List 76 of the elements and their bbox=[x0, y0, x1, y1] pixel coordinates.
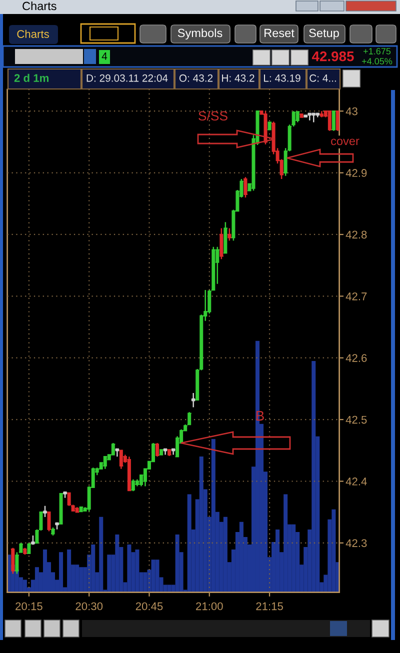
candlestick bbox=[162, 448, 168, 456]
y-tick-label: 42.9 bbox=[346, 169, 367, 177]
candlestick bbox=[114, 448, 120, 458]
candlestick bbox=[170, 448, 176, 456]
bar bbox=[155, 560, 160, 592]
candlestick bbox=[102, 456, 108, 470]
bar bbox=[175, 534, 180, 592]
candlestick bbox=[134, 478, 140, 487]
text: 4 bbox=[102, 52, 108, 60]
text: +4.05% bbox=[362, 58, 392, 64]
text: 42.985 bbox=[312, 51, 354, 62]
x-tick-label: 21:00 bbox=[196, 602, 223, 610]
bar bbox=[59, 552, 64, 592]
bar bbox=[75, 564, 80, 592]
x-tick-label: 20:15 bbox=[16, 602, 42, 610]
candlestick bbox=[302, 114, 308, 118]
x-tick-label: 20:45 bbox=[136, 602, 163, 610]
candlestick bbox=[54, 522, 60, 530]
bar bbox=[22, 580, 27, 592]
bar bbox=[211, 438, 216, 592]
y-tick-label: 42.6 bbox=[346, 354, 367, 362]
candlestick bbox=[226, 228, 232, 242]
bar bbox=[99, 516, 104, 592]
text: L: 43.19 bbox=[264, 74, 300, 82]
candlestick bbox=[319, 110, 324, 118]
y-tick-label: 42.5 bbox=[346, 416, 367, 424]
candlestick bbox=[50, 526, 56, 536]
candlestick bbox=[190, 392, 196, 408]
bar bbox=[312, 361, 316, 592]
bar bbox=[91, 544, 96, 592]
bar bbox=[34, 567, 39, 592]
text: 2 d 1m bbox=[14, 74, 49, 82]
text: Reset bbox=[264, 28, 294, 38]
bar bbox=[67, 550, 72, 592]
bar bbox=[276, 529, 280, 592]
candlestick bbox=[42, 505, 48, 518]
y-tick-label: 42.4 bbox=[346, 478, 367, 486]
x-tick-label: 20:30 bbox=[76, 602, 103, 610]
y-tick-label: 43 bbox=[346, 107, 358, 116]
chart-title: Charts bbox=[22, 2, 56, 10]
bar bbox=[187, 494, 192, 592]
text: +1.675 bbox=[364, 48, 391, 54]
bar bbox=[127, 544, 132, 592]
text: Charts bbox=[17, 30, 49, 38]
annotation: S/SS bbox=[198, 110, 228, 121]
text: D: 29.03.11 22:04 bbox=[86, 74, 168, 82]
bar bbox=[199, 456, 204, 592]
bar bbox=[42, 550, 48, 592]
candlestick bbox=[30, 534, 36, 546]
candlestick bbox=[166, 449, 172, 457]
text: O: 43.2 bbox=[179, 74, 213, 82]
bar bbox=[79, 567, 84, 592]
candlestick bbox=[158, 449, 164, 456]
candlestick bbox=[310, 112, 316, 123]
bar bbox=[332, 509, 336, 592]
candlestick bbox=[62, 492, 68, 499]
text: Setup bbox=[309, 28, 339, 40]
x-tick-label: 21:15 bbox=[256, 602, 283, 610]
candlestick bbox=[307, 112, 312, 121]
y-tick-label: 42.8 bbox=[346, 230, 367, 239]
candlestick bbox=[315, 112, 320, 118]
y-tick-label: 42.3 bbox=[346, 539, 367, 548]
candlestick bbox=[298, 114, 304, 118]
text: Symbols bbox=[178, 28, 222, 40]
bar bbox=[284, 494, 288, 592]
bar bbox=[292, 524, 296, 592]
y-tick-label: 42.7 bbox=[346, 292, 367, 300]
bar bbox=[115, 534, 120, 592]
bar bbox=[107, 554, 112, 592]
text: H: 43.2 bbox=[222, 74, 254, 82]
annotation: cover bbox=[331, 138, 360, 146]
bar bbox=[135, 550, 140, 592]
bar bbox=[223, 516, 228, 592]
bar bbox=[239, 522, 244, 592]
bar bbox=[143, 572, 148, 592]
text: C: 4... bbox=[310, 74, 336, 82]
